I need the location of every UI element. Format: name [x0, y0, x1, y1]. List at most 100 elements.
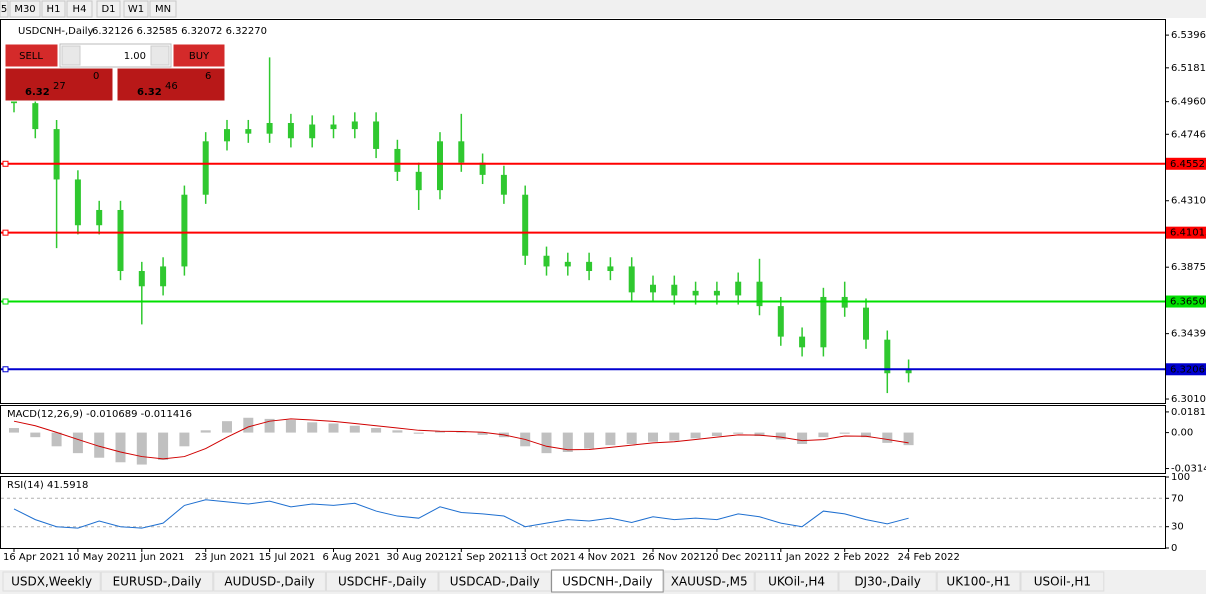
macd-bar — [562, 432, 573, 452]
tab-bg — [325, 571, 439, 592]
macd-bar — [903, 432, 914, 446]
tab-label: USDCHF-,Daily — [338, 575, 426, 589]
button-label: 5 — [1, 4, 7, 15]
symbol-tab[interactable]: XAUUSD-,M5 — [663, 571, 755, 592]
price-point: 6 — [205, 71, 211, 82]
level-label: 6.41013 — [1170, 228, 1206, 239]
level-handle — [2, 160, 9, 167]
button-bg — [149, 0, 177, 18]
y-tick-label: 0.018125 — [1171, 407, 1206, 418]
level-tag — [1166, 363, 1206, 376]
y-tick-label: -0.03149 — [1171, 464, 1206, 475]
macd-bar — [839, 432, 850, 434]
x-tick-label: 1 Jun 2021 — [131, 552, 185, 563]
button-label: MN — [155, 4, 171, 15]
candle-body — [245, 129, 252, 134]
y-tick-label: 6.34395 — [1171, 329, 1206, 340]
tab-bg — [438, 571, 552, 592]
symbol-tab[interactable]: USDX,Weekly — [2, 571, 101, 592]
candle-body — [160, 266, 167, 287]
tab-bg — [100, 571, 214, 592]
main-frame — [0, 19, 1166, 404]
x-tick-label: 23 Jun 2021 — [195, 552, 255, 563]
candle-body — [202, 141, 209, 195]
macd-bar — [435, 431, 445, 433]
candle-body — [543, 255, 550, 267]
symbol-tab[interactable]: USDCNH-,Daily — [551, 569, 664, 593]
candle-body — [756, 281, 763, 307]
tab-label: DJ30-,Daily — [854, 575, 921, 589]
macd-bar — [307, 422, 318, 433]
macd-bar — [115, 432, 126, 463]
candle-body — [607, 266, 614, 272]
symbol-tab[interactable]: EURUSD-,Daily — [100, 571, 214, 592]
macd-bar — [285, 420, 296, 433]
symbol-tab[interactable]: UK100-,H1 — [936, 571, 1021, 592]
lot-value: 1.00 — [124, 51, 146, 62]
x-tick-label: 30 Aug 2021 — [386, 552, 450, 563]
spin-down — [61, 45, 81, 66]
candle-body — [32, 103, 39, 130]
tab-label: XAUUSD-,M5 — [671, 575, 748, 589]
button-bg — [9, 0, 41, 18]
macd-bar — [243, 417, 254, 433]
spin-up — [150, 45, 170, 66]
tab-label: UKOil-,H4 — [768, 575, 825, 589]
timeframe-button[interactable]: H4 — [66, 0, 93, 18]
button-bg — [0, 0, 9, 18]
x-tick-label: 4 Nov 2021 — [578, 552, 636, 563]
y-tick-label: 6.30105 — [1171, 394, 1206, 405]
macd-bar — [328, 423, 339, 433]
macd-bar — [541, 432, 552, 454]
symbol-tab[interactable]: AUDUSD-,Daily — [213, 571, 326, 592]
timeframe-button[interactable]: H1 — [41, 0, 66, 18]
macd-bar — [179, 432, 190, 447]
macd-bar — [136, 432, 147, 465]
symbol-tab[interactable]: UKOil-,H4 — [754, 571, 839, 592]
macd-bar — [392, 430, 403, 433]
x-tick-label: 21 Sep 2021 — [450, 552, 513, 563]
candle-body — [394, 148, 401, 172]
symbol-tab[interactable]: USDCAD-,Daily — [438, 571, 552, 592]
timeframe-button[interactable]: D1 — [96, 0, 121, 18]
macd-bar — [775, 432, 786, 440]
candle-body — [522, 194, 529, 256]
buy-button[interactable]: BUY — [172, 43, 226, 68]
tab-bg — [936, 571, 1021, 592]
macd-bar — [456, 432, 467, 433]
candle-body — [74, 179, 81, 226]
ohlc-info: 6.32126 6.32585 6.32072 6.32270 — [92, 26, 267, 37]
tab-label: USDX,Weekly — [11, 575, 92, 589]
timeframe-button[interactable]: 5 — [0, 0, 9, 18]
level-tag — [1166, 226, 1206, 239]
sell-button[interactable]: SELL — [4, 43, 59, 68]
lot-input[interactable]: 1.00 — [59, 43, 172, 68]
price-box[interactable]: 6.3227 0 — [4, 67, 114, 102]
macd-bar — [94, 432, 105, 458]
tab-bg — [838, 571, 937, 592]
timeframe-button[interactable]: MN — [149, 0, 177, 18]
macd-bar — [371, 428, 382, 433]
candle-body — [671, 284, 678, 296]
symbol-tab[interactable]: DJ30-,Daily — [838, 571, 937, 592]
macd-bar — [690, 432, 701, 439]
candle-body — [713, 290, 720, 296]
symbol-tab[interactable]: USDCHF-,Daily — [325, 571, 439, 592]
candle-body — [884, 339, 891, 374]
toolbar — [0, 0, 1206, 18]
candle-body — [500, 174, 507, 195]
symbol-tab[interactable]: USOil-,H1 — [1020, 571, 1105, 592]
candle-body — [437, 141, 443, 191]
y-tick-label: 6.43105 — [1171, 196, 1206, 207]
button-label: M30 — [14, 4, 35, 15]
price-big: 6.32 — [25, 87, 50, 98]
y-tick-label: 6.53960 — [1171, 30, 1206, 41]
macd-bar — [669, 432, 680, 441]
timeframe-button[interactable]: M30 — [9, 0, 41, 18]
timeframe-button[interactable]: W1 — [123, 0, 149, 18]
price-big: 6.32 — [137, 87, 162, 98]
macd-bar — [818, 432, 829, 438]
macd-bar — [9, 428, 19, 433]
